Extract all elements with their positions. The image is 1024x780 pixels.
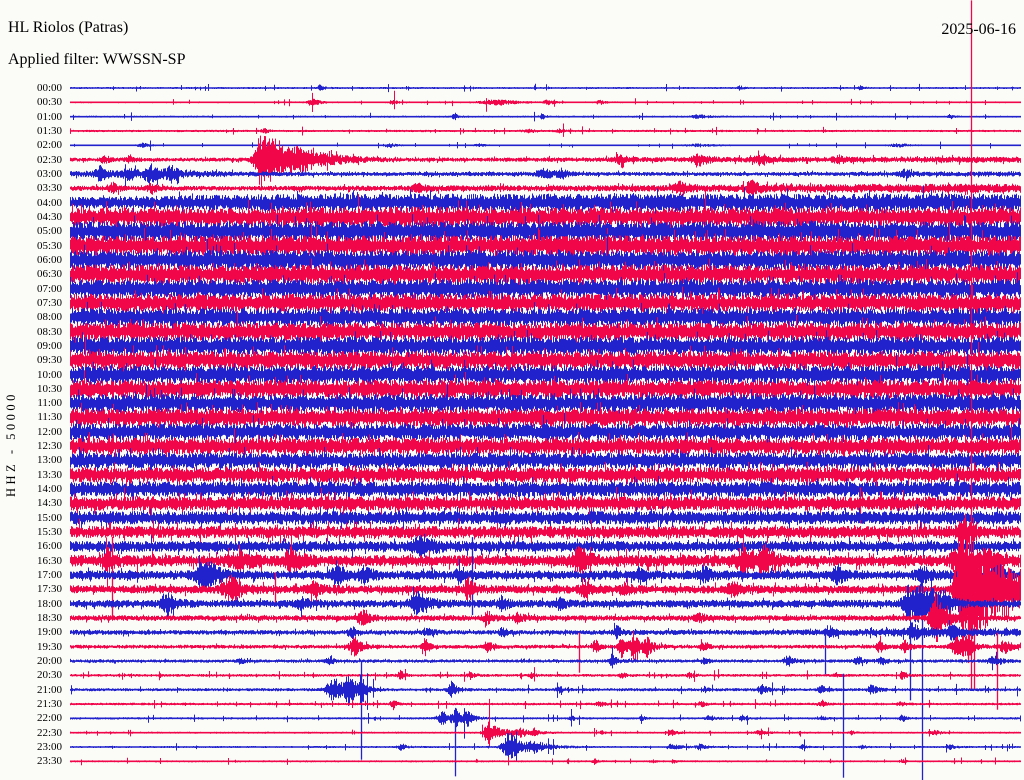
time-label-1400: 14:00 <box>36 483 62 496</box>
time-label-0400: 04:00 <box>36 196 62 209</box>
time-label-1030: 10:30 <box>36 382 62 395</box>
time-label-1600: 16:00 <box>36 540 62 553</box>
time-label-1630: 16:30 <box>36 554 62 567</box>
time-label-1830: 18:30 <box>36 612 62 625</box>
time-label-1700: 17:00 <box>36 569 62 582</box>
time-label-0600: 06:00 <box>36 253 62 266</box>
time-label-2130: 21:30 <box>36 698 62 711</box>
time-label-2100: 21:00 <box>36 683 62 696</box>
time-label-2330: 23:30 <box>36 755 62 768</box>
time-label-0830: 08:30 <box>36 325 62 338</box>
time-label-2030: 20:30 <box>36 669 62 682</box>
time-label-0030: 00:30 <box>36 96 62 109</box>
time-label-1500: 15:00 <box>36 511 62 524</box>
station-title: HL Riolos (Patras) <box>8 19 129 36</box>
time-label-0930: 09:30 <box>36 354 62 367</box>
time-label-0530: 05:30 <box>36 239 62 252</box>
time-label-1900: 19:00 <box>36 626 62 639</box>
filter-label: Applied filter: WWSSN-SP <box>8 51 186 68</box>
time-label-0800: 08:00 <box>36 311 62 324</box>
time-label-0000: 00:00 <box>36 82 62 94</box>
time-label-1230: 12:30 <box>36 440 62 453</box>
time-label-1330: 13:30 <box>36 468 62 481</box>
time-label-2200: 22:00 <box>36 712 62 725</box>
time-label-0230: 02:30 <box>36 153 62 166</box>
time-label-0330: 03:30 <box>36 182 62 195</box>
time-label-0300: 03:00 <box>36 167 62 180</box>
time-label-0730: 07:30 <box>36 296 62 309</box>
time-label-0430: 04:30 <box>36 210 62 223</box>
time-label-0700: 07:00 <box>36 282 62 295</box>
time-label-1930: 19:30 <box>36 640 62 653</box>
time-label-0200: 02:00 <box>36 139 62 152</box>
time-label-0900: 09:00 <box>36 339 62 352</box>
time-label-1000: 10:00 <box>36 368 62 381</box>
time-label-1730: 17:30 <box>36 583 62 596</box>
time-label-1800: 18:00 <box>36 597 62 610</box>
time-label-2000: 20:00 <box>36 655 62 668</box>
time-label-1200: 12:00 <box>36 425 62 438</box>
time-label-1100: 11:00 <box>37 397 62 410</box>
time-label-0130: 01:30 <box>36 124 62 137</box>
time-label-0100: 01:00 <box>36 110 62 123</box>
plot-date: 2025-06-16 <box>941 21 1016 38</box>
time-label-1300: 13:00 <box>36 454 62 467</box>
time-label-0630: 06:30 <box>36 268 62 281</box>
time-label-0500: 05:00 <box>36 225 62 238</box>
time-label-1430: 14:30 <box>36 497 62 510</box>
time-label-2300: 23:00 <box>36 740 62 753</box>
time-label-2230: 22:30 <box>36 726 62 739</box>
time-label-1530: 15:30 <box>36 526 62 539</box>
time-label-1130: 11:30 <box>37 411 62 424</box>
